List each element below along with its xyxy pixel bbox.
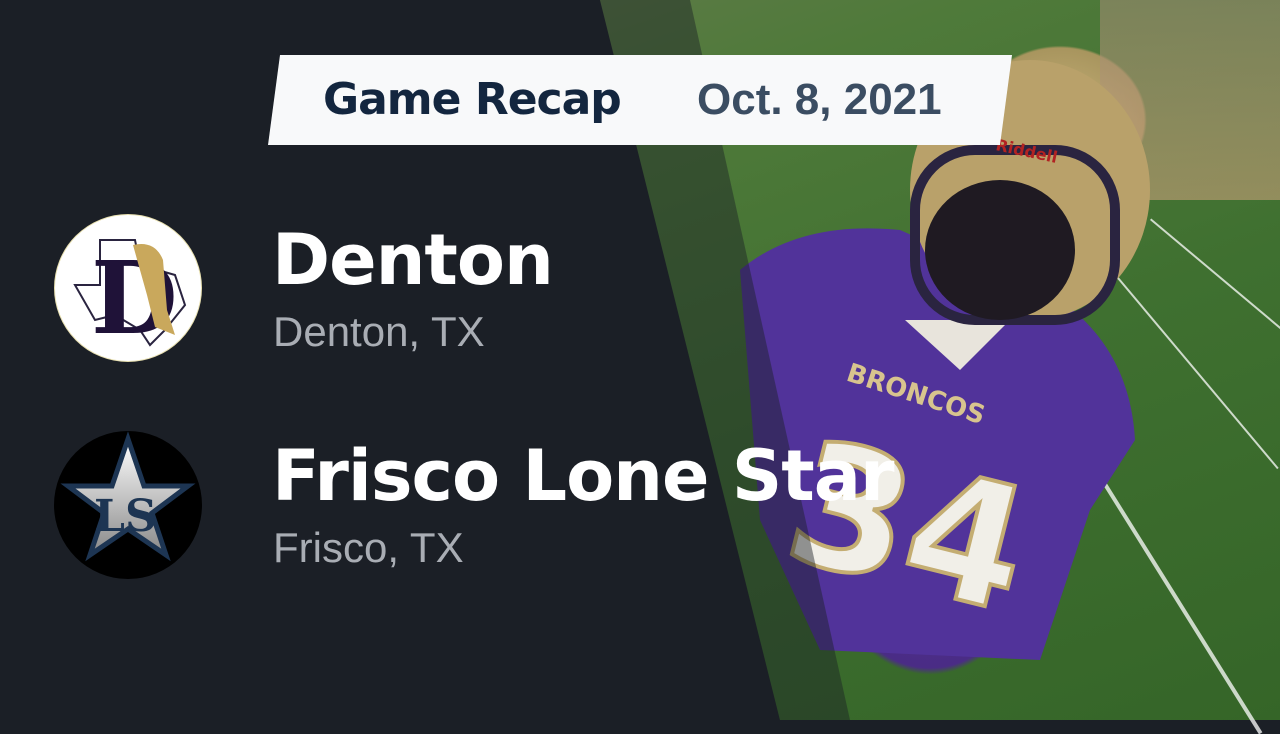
team-location-home: Denton, TX <box>273 308 485 355</box>
page-title: Game Recap <box>323 74 622 125</box>
team-name-home: Denton <box>272 219 554 301</box>
header-banner <box>268 55 1012 145</box>
logo-letters: LS <box>94 491 157 542</box>
team-name-away: Frisco Lone Star <box>272 435 894 517</box>
denton-logo: D <box>54 214 202 362</box>
frisco-lone-star-logo: LS <box>54 431 202 579</box>
game-date: Oct. 8, 2021 <box>697 75 942 124</box>
team-location-away: Frisco, TX <box>273 524 464 571</box>
